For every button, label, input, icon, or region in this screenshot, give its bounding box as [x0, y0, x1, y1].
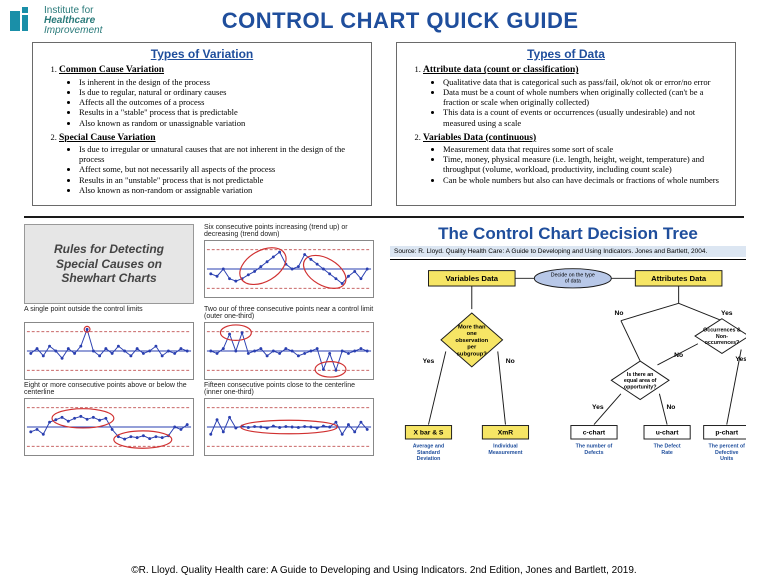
lower-section: Rules for Detecting Special Causes on Sh… [0, 222, 768, 489]
panel-bullet: Is inherent in the design of the process [79, 77, 361, 87]
rule-chart-2: A single point outside the control limit… [24, 306, 194, 380]
svg-text:Yes: Yes [592, 404, 604, 411]
decision-tree-diagram: Variables Data Attributes Data Decide on t… [390, 259, 746, 489]
rule-caption: Six consecutive points increasing (trend… [204, 224, 374, 240]
svg-text:Decide on the type: Decide on the type [551, 272, 595, 278]
panel-bullet: Also known as non-random or assignable v… [79, 185, 361, 195]
svg-text:observation: observation [455, 338, 488, 344]
svg-text:XmR: XmR [498, 430, 513, 437]
tree-source: Source: R. Lloyd. Quality Health Care: A… [390, 246, 746, 257]
svg-text:occurrences?: occurrences? [705, 340, 740, 346]
panel-item: Common Cause Variation Is inherent in the… [59, 64, 361, 127]
panel-bullet: Can be whole numbers but also can have d… [443, 175, 725, 185]
rule-chart-4: Eight or more consecutive points above o… [24, 382, 194, 456]
variation-panel: Types of Variation Common Cause Variatio… [32, 42, 372, 206]
svg-text:subgroup?: subgroup? [457, 351, 488, 357]
svg-text:No: No [506, 358, 515, 365]
panel-bullet: Also known as random or unassignable var… [79, 118, 361, 128]
svg-text:of data: of data [565, 279, 581, 285]
panel-item-head: Attribute data (count or classification) [423, 65, 579, 75]
logo-line3: Improvement [44, 25, 102, 36]
panel-bullet: Data must be a count of whole numbers wh… [443, 87, 725, 107]
svg-text:Measurement: Measurement [488, 450, 522, 456]
svg-text:one: one [467, 331, 478, 337]
svg-text:Defects: Defects [584, 450, 603, 456]
header: Institute for Healthcare Improvement CON… [0, 0, 768, 38]
svg-text:c-chart: c-chart [583, 430, 606, 437]
panel-bullet: Results in an "unstable" process that is… [79, 175, 361, 185]
section-divider [24, 216, 744, 218]
rule-chart-5: Fifteen consecutive points close to the … [204, 382, 374, 456]
rules-title-box: Rules for Detecting Special Causes on Sh… [24, 224, 194, 304]
svg-text:The percent of: The percent of [709, 444, 746, 450]
svg-text:Yes: Yes [721, 310, 733, 317]
panel-bullet: Time, money, physical measure (i.e. leng… [443, 154, 725, 174]
page-title: CONTROL CHART QUICK GUIDE [102, 8, 758, 34]
rules-column: Rules for Detecting Special Causes on Sh… [24, 224, 374, 489]
panel-item: Attribute data (count or classification)… [423, 64, 725, 127]
panel-item-head: Common Cause Variation [59, 65, 164, 75]
svg-text:The Defect: The Defect [654, 444, 681, 450]
svg-text:Defective: Defective [715, 450, 739, 456]
svg-text:No: No [666, 404, 675, 411]
tree-title: The Control Chart Decision Tree [384, 224, 752, 244]
panel-bullet: Is due to regular, natural or ordinary c… [79, 87, 361, 97]
svg-text:u-chart: u-chart [656, 430, 680, 437]
svg-text:No: No [674, 352, 683, 359]
footer-citation: ©R. Lloyd. Quality Health care: A Guide … [0, 559, 768, 580]
rule-caption: Fifteen consecutive points close to the … [204, 382, 374, 398]
data-panel-title: Types of Data [407, 47, 725, 61]
panel-item-head: Variables Data (continuous) [423, 133, 536, 143]
panel-bullet: Measurement data that requires some sort… [443, 144, 725, 154]
rule-caption: A single point outside the control limit… [24, 306, 194, 322]
rule-caption: Two our of three consecutive points near… [204, 306, 374, 322]
svg-text:The number of: The number of [576, 444, 613, 450]
panel-item-head: Special Cause Variation [59, 133, 156, 143]
logo-text: Institute for Healthcare Improvement [44, 6, 102, 36]
rule-chart-1: Six consecutive points increasing (trend… [204, 224, 374, 304]
panel-item: Variables Data (continuous)Measurement d… [423, 132, 725, 185]
rule-chart-3: Two our of three consecutive points near… [204, 306, 374, 380]
data-panel: Types of Data Attribute data (count or c… [396, 42, 736, 206]
rule-caption: Eight or more consecutive points above o… [24, 382, 194, 398]
panel-bullet: Results in a "stable" process that is pr… [79, 107, 361, 117]
variation-panel-title: Types of Variation [43, 47, 361, 61]
svg-text:equal area of: equal area of [624, 378, 657, 384]
decision-tree-column: The Control Chart Decision Tree Source: … [384, 224, 752, 489]
svg-text:Occurrences &: Occurrences & [703, 328, 741, 334]
logo: Institute for Healthcare Improvement [10, 6, 102, 36]
panel-bullet: This data is a count of events or occurr… [443, 107, 725, 127]
svg-text:Deviation: Deviation [417, 456, 441, 462]
svg-text:Attributes Data: Attributes Data [651, 274, 707, 283]
svg-text:X bar & S: X bar & S [414, 430, 444, 437]
svg-text:Units: Units [720, 456, 733, 462]
svg-text:Individual: Individual [493, 444, 518, 450]
panel-bullet: Is due to irregular or unnatural causes … [79, 144, 361, 164]
svg-text:Is there an: Is there an [627, 372, 653, 378]
svg-text:Standard: Standard [417, 450, 440, 456]
svg-text:p-chart: p-chart [715, 430, 739, 437]
svg-text:More than: More than [458, 324, 486, 330]
panel-bullet: Affect some, but not necessarily all asp… [79, 164, 361, 174]
svg-text:per: per [467, 345, 477, 351]
svg-text:No: No [615, 310, 624, 317]
svg-text:opportunity?: opportunity? [624, 384, 657, 390]
svg-text:Average and: Average and [413, 444, 445, 450]
panel-item: Special Cause VariationIs due to irregul… [59, 132, 361, 195]
svg-text:Variables Data: Variables Data [446, 274, 499, 283]
panel-bullet: Affects all the outcomes of a process [79, 97, 361, 107]
svg-text:Non-: Non- [716, 334, 728, 340]
top-panels: Types of Variation Common Cause Variatio… [0, 38, 768, 212]
svg-text:Yes: Yes [423, 358, 435, 365]
panel-bullet: Qualitative data that is categorical suc… [443, 77, 725, 87]
svg-text:Rate: Rate [661, 450, 673, 456]
ihi-logo-icon [10, 7, 38, 35]
svg-text:Yes: Yes [735, 356, 746, 363]
